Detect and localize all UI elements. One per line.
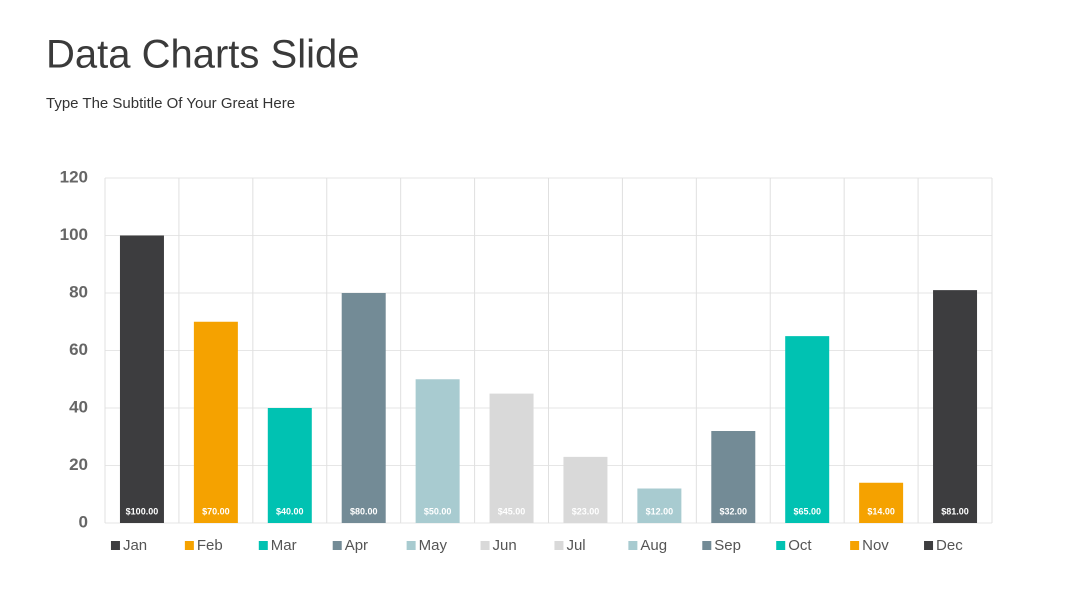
category-swatch [480, 541, 490, 550]
value-label: $100.00 [126, 506, 159, 516]
bar [711, 431, 756, 523]
value-label: $65.00 [793, 506, 821, 516]
category-swatch [258, 541, 268, 550]
bar [415, 379, 460, 523]
bar [933, 290, 978, 523]
value-label: $12.00 [646, 506, 674, 516]
value-label: $14.00 [867, 506, 895, 516]
chart-subtitle: Type The Subtitle Of Your Great Here [46, 95, 295, 112]
value-label: $80.00 [350, 506, 378, 516]
bar [637, 488, 682, 523]
value-label: $50.00 [424, 506, 452, 516]
x-tick-label: Nov [862, 537, 889, 554]
category-swatch [554, 541, 564, 550]
x-tick-label: Feb [197, 537, 223, 554]
x-tick-label: May [419, 537, 448, 554]
x-tick-label: Jul [566, 537, 585, 554]
bar [785, 336, 830, 523]
value-label: $40.00 [276, 506, 304, 516]
x-tick-label: Apr [345, 537, 368, 554]
y-tick-label: 40 [69, 397, 88, 416]
x-tick-label: Sep [714, 537, 741, 554]
category-swatch [702, 541, 712, 550]
chart-title: Data Charts Slide [46, 33, 359, 77]
value-label: $45.00 [498, 506, 526, 516]
category-swatch [406, 541, 416, 550]
bar [859, 482, 904, 523]
y-tick-label: 20 [69, 455, 88, 474]
x-tick-label: Aug [640, 537, 667, 554]
bar [119, 235, 164, 523]
x-tick-label: Mar [271, 537, 297, 554]
x-tick-label: Jan [123, 537, 147, 554]
y-tick-label: 0 [79, 512, 88, 531]
category-swatch [110, 541, 120, 550]
x-tick-label: Oct [788, 537, 812, 554]
y-tick-label: 60 [69, 340, 88, 359]
category-swatch [924, 541, 934, 550]
value-label: $32.00 [720, 506, 748, 516]
value-label: $70.00 [202, 506, 230, 516]
bar [341, 293, 386, 523]
bar [563, 456, 608, 523]
category-swatch [332, 541, 342, 550]
bar [489, 393, 534, 523]
y-tick-label: 80 [69, 282, 88, 301]
value-label: $81.00 [941, 506, 969, 516]
value-label: $23.00 [572, 506, 600, 516]
y-tick-label: 100 [60, 225, 88, 244]
category-swatch [628, 541, 638, 550]
x-tick-label: Jun [493, 537, 517, 554]
bar [193, 321, 238, 523]
category-swatch [184, 541, 194, 550]
category-swatch [850, 541, 860, 550]
category-swatch [776, 541, 786, 550]
x-tick-label: Dec [936, 537, 963, 554]
y-tick-label: 120 [60, 167, 88, 186]
bar [267, 408, 312, 523]
